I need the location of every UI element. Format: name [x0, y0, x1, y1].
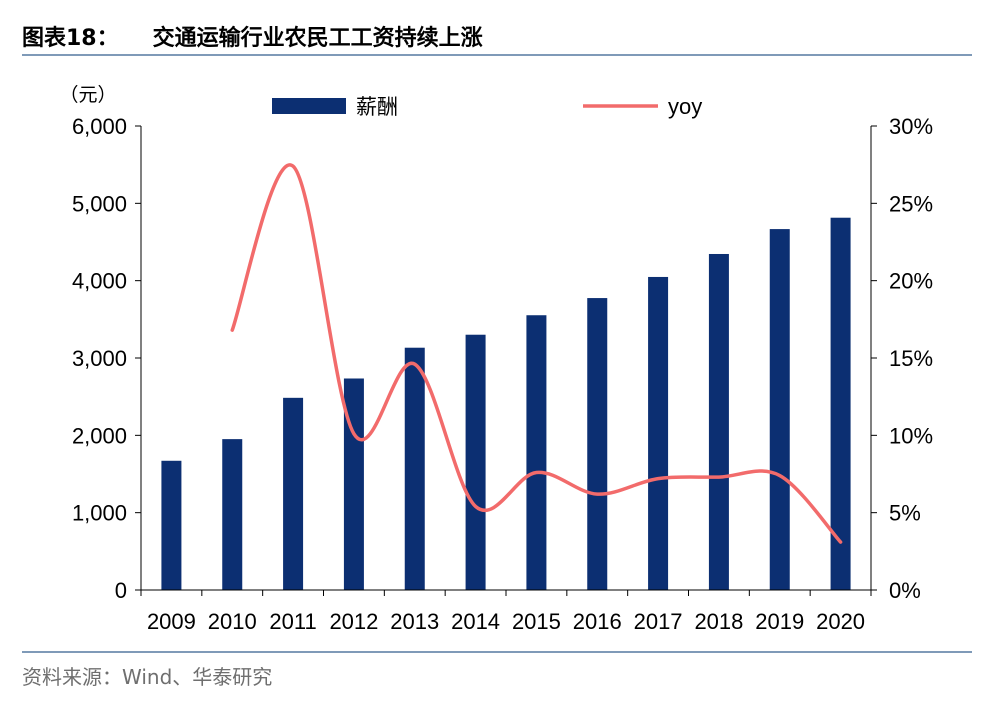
left-tick-label: 5,000 [72, 191, 127, 216]
left-tick-label: 3,000 [72, 346, 127, 371]
x-tick-label-2016: 2016 [573, 609, 622, 634]
bar-2009 [161, 460, 182, 590]
x-tick-label-2011: 2011 [269, 609, 316, 634]
bar-2019 [769, 229, 790, 590]
bar-2014 [465, 334, 486, 590]
source-note: 资料来源：Wind、华泰研究 [22, 665, 273, 689]
bar-series [161, 217, 851, 590]
figure-title: 交通运输行业农民工工资持续上涨 [152, 26, 483, 51]
bar-2015 [526, 315, 547, 590]
right-tick-label: 20% [889, 269, 933, 294]
left-tick-label: 1,000 [72, 501, 127, 526]
x-tick-label-2012: 2012 [329, 609, 378, 634]
legend: 薪酬 yoy [272, 94, 702, 119]
bar-2016 [587, 298, 608, 590]
yoy-line-series [230, 163, 843, 544]
left-tick-label: 6,000 [72, 114, 127, 139]
right-tick-label: 10% [889, 423, 933, 448]
right-tick-label: 25% [889, 191, 933, 216]
x-tick-label-2014: 2014 [451, 609, 500, 634]
left-tick-label: 4,000 [72, 269, 127, 294]
left-tick-label: 2,000 [72, 423, 127, 448]
right-tick-label: 0% [889, 578, 921, 603]
left-axis-unit: （元） [59, 84, 116, 106]
right-tick-label: 30% [889, 114, 933, 139]
bar-2017 [648, 276, 669, 590]
right-tick-label: 15% [889, 346, 933, 371]
legend-label-salary: 薪酬 [356, 95, 398, 119]
bar-2011 [283, 397, 304, 590]
figure-label: 图表18： [22, 26, 119, 51]
x-tick-label-2020: 2020 [816, 609, 865, 634]
bar-2020 [830, 217, 851, 590]
combo-chart: 0 1,000 2,000 3,000 4,000 5,000 6,000 （元） 0% 5% 10… [59, 84, 933, 634]
bar-2013 [404, 347, 425, 590]
x-tick-label-2013: 2013 [390, 609, 439, 634]
x-tick-label-2009: 2009 [147, 609, 196, 634]
title-rule [22, 54, 972, 56]
x-tick-label-2017: 2017 [634, 609, 683, 634]
legend-label-yoy: yoy [668, 94, 702, 119]
x-tick-label-2015: 2015 [512, 609, 561, 634]
x-tick-label-2018: 2018 [694, 609, 743, 634]
footer-rule [22, 651, 972, 653]
chart-title: 图表18： 交通运输行业农民工工资持续上涨 [22, 20, 483, 52]
bar-2018 [708, 253, 729, 590]
legend-swatch-salary [272, 98, 346, 114]
right-tick-label: 5% [889, 501, 921, 526]
bar-2010 [222, 439, 243, 590]
x-tick-label-2010: 2010 [208, 609, 257, 634]
left-tick-label: 0 [115, 578, 127, 603]
bar-2012 [343, 378, 364, 590]
x-tick-label-2019: 2019 [755, 609, 804, 634]
axes: 0 1,000 2,000 3,000 4,000 5,000 6,000 （元） 0% 5% 10… [59, 84, 933, 634]
